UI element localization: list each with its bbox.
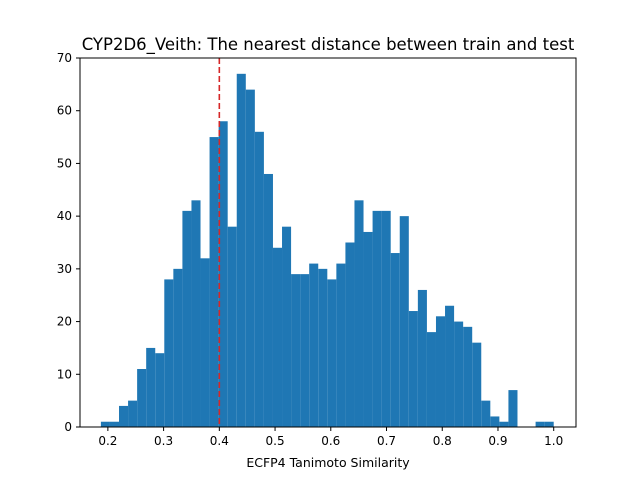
histogram-bar [309, 263, 319, 427]
histogram-bar [173, 268, 183, 427]
histogram-bar [390, 253, 400, 427]
y-tick-label: 0 [64, 420, 72, 434]
x-tick-label: 0.2 [98, 434, 117, 448]
axes-frame [79, 57, 577, 428]
y-tick-label: 50 [57, 156, 72, 170]
histogram-bar [191, 200, 201, 427]
histogram-bar [544, 421, 554, 427]
x-tick-label: 0.5 [266, 434, 285, 448]
histogram-bar [137, 369, 147, 427]
histogram-bar [372, 210, 382, 427]
histogram-bar [417, 289, 427, 427]
histogram-bar [435, 316, 446, 427]
histogram-bar [481, 400, 491, 427]
histogram-bar [336, 263, 346, 427]
x-tick-label: 0.4 [210, 434, 229, 448]
histogram-bar [327, 279, 337, 427]
histogram-bar [245, 89, 255, 427]
histogram-bar [119, 405, 129, 427]
histogram-bar [426, 332, 436, 427]
histogram-bar [282, 226, 292, 427]
x-tick-label: 0.9 [488, 434, 507, 448]
histogram-bar [354, 200, 364, 427]
histogram-bar [490, 416, 500, 427]
y-tick-label: 30 [57, 262, 72, 276]
histogram-bar [254, 131, 264, 428]
histogram-bar [508, 390, 518, 427]
histogram-bar [463, 326, 473, 427]
histogram-bars [100, 73, 554, 428]
histogram-bar [300, 274, 310, 427]
histogram-bar [345, 242, 355, 427]
histogram-bar [499, 421, 509, 427]
histogram-bar [408, 311, 418, 427]
histogram-bar [100, 421, 110, 427]
chart-title: CYP2D6_Veith: The nearest distance betwe… [82, 35, 575, 55]
histogram-bar [263, 173, 273, 427]
y-tick-label: 20 [57, 315, 72, 329]
histogram-bar [218, 121, 228, 427]
x-tick-label: 0.3 [154, 434, 173, 448]
histogram-bar [272, 247, 283, 427]
histogram-bar [291, 274, 301, 427]
histogram-bar [155, 353, 165, 427]
histogram-bar [363, 231, 373, 427]
histogram-bar [472, 342, 482, 427]
y-tick-label: 10 [57, 367, 72, 381]
y-tick-label: 60 [57, 104, 72, 118]
x-tick-label: 0.8 [433, 434, 452, 448]
histogram-bar [128, 400, 138, 427]
histogram-bar [445, 305, 455, 427]
x-axis-label: ECFP4 Tanimoto Similarity [246, 455, 410, 470]
histogram-bar [381, 210, 391, 427]
histogram-bar [200, 258, 210, 427]
histogram-bar [209, 137, 219, 428]
y-tick-label: 40 [57, 209, 72, 223]
histogram-bar [535, 421, 545, 427]
histogram-bar [236, 73, 246, 428]
histogram-bar [182, 210, 192, 427]
plot-area-border [79, 57, 577, 428]
x-tick-label: 1.0 [544, 434, 563, 448]
histogram-bar [318, 268, 328, 427]
x-tick-label: 0.6 [321, 434, 340, 448]
histogram-bar [454, 321, 464, 427]
x-axis-ticks: 0.2 0.3 0.4 0.5 0.6 0.7 0.8 0.9 1.0 [98, 427, 563, 448]
x-tick-label: 0.7 [377, 434, 396, 448]
y-tick-label: 70 [57, 51, 72, 65]
histogram-bar [164, 279, 174, 427]
histogram-bar [399, 216, 409, 427]
histogram-bar [146, 347, 156, 427]
histogram-bar [109, 421, 120, 427]
histogram-bar [227, 226, 237, 427]
y-axis-ticks: 0 10 20 30 40 50 60 70 [57, 51, 80, 434]
